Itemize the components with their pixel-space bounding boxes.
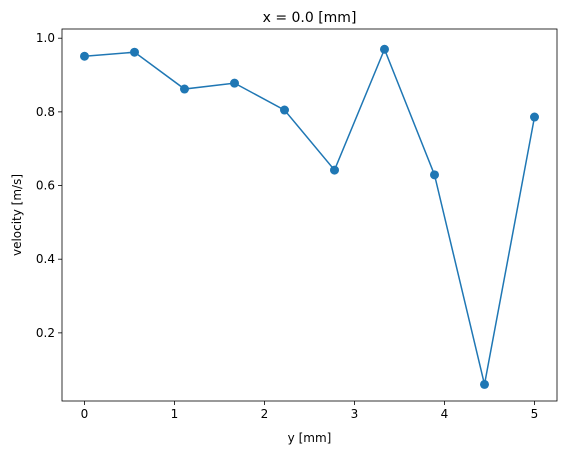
point	[80, 51, 89, 61]
x-tick-label: 4	[441, 407, 449, 421]
y-tick-label: 1.0	[36, 31, 55, 45]
x-tick-label: 3	[351, 407, 359, 421]
y-axis-label: velocity [m/s]	[10, 174, 24, 256]
point	[530, 112, 539, 122]
point	[479, 379, 489, 389]
point	[179, 84, 189, 94]
x-tick-label: 1	[171, 407, 179, 421]
point	[130, 47, 140, 57]
y-tick-label: 0.4	[36, 252, 55, 266]
x-tick-label: 0	[81, 407, 89, 421]
point	[430, 170, 440, 180]
x-axis-label: y [mm]	[288, 431, 332, 445]
y-tick-label: 0.6	[36, 179, 55, 193]
chart-title: x = 0.0 [mm]	[263, 10, 357, 26]
x-tick-label: 5	[531, 407, 539, 421]
y-tick-label: 0.2	[36, 326, 55, 340]
plot-frame	[61, 28, 558, 402]
point	[379, 44, 389, 54]
x-tick-label: 2	[261, 407, 269, 421]
point	[330, 165, 340, 175]
point	[279, 105, 289, 115]
line	[84, 47, 536, 385]
point	[230, 78, 240, 88]
y-tick-label: 0.8	[36, 105, 55, 119]
